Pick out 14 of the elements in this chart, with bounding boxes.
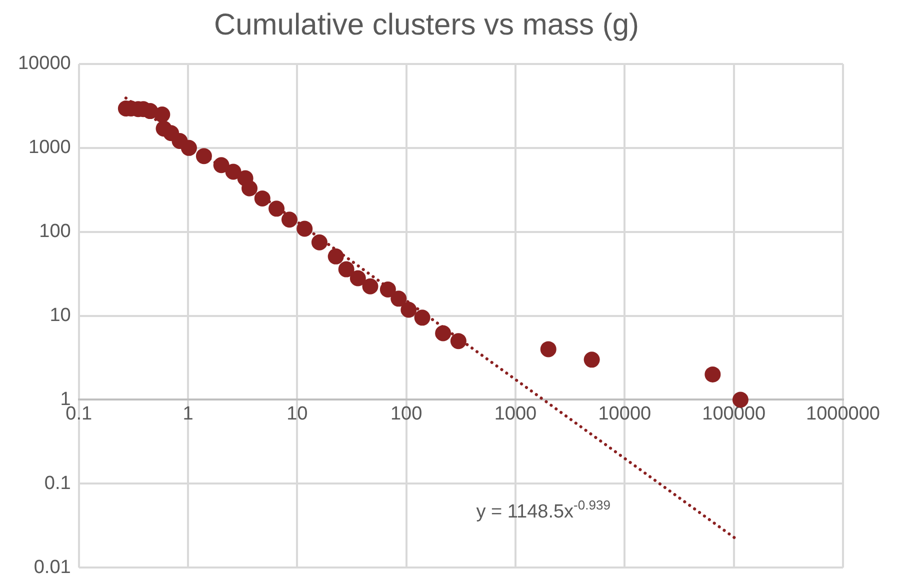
- x-tick-label: 1: [182, 403, 194, 424]
- y-tick-label: 0.01: [34, 556, 71, 578]
- x-tick-label: 10000: [598, 403, 652, 424]
- x-tick-label: 10: [286, 403, 308, 424]
- y-tick-label: 0.1: [44, 472, 71, 494]
- y-tick-label: 100: [39, 221, 71, 242]
- x-tick-label: 100000: [702, 403, 766, 424]
- x-tick-label: 1000000: [806, 403, 880, 424]
- y-tick-label: 10: [50, 305, 71, 326]
- y-tick-label: 1000: [28, 137, 71, 158]
- y-tick-label: 10000: [18, 53, 71, 74]
- chart-title: Cumulative clusters vs mass (g): [214, 8, 640, 42]
- x-tick-label: 100: [390, 403, 422, 424]
- x-tick-label: 1000: [494, 403, 537, 424]
